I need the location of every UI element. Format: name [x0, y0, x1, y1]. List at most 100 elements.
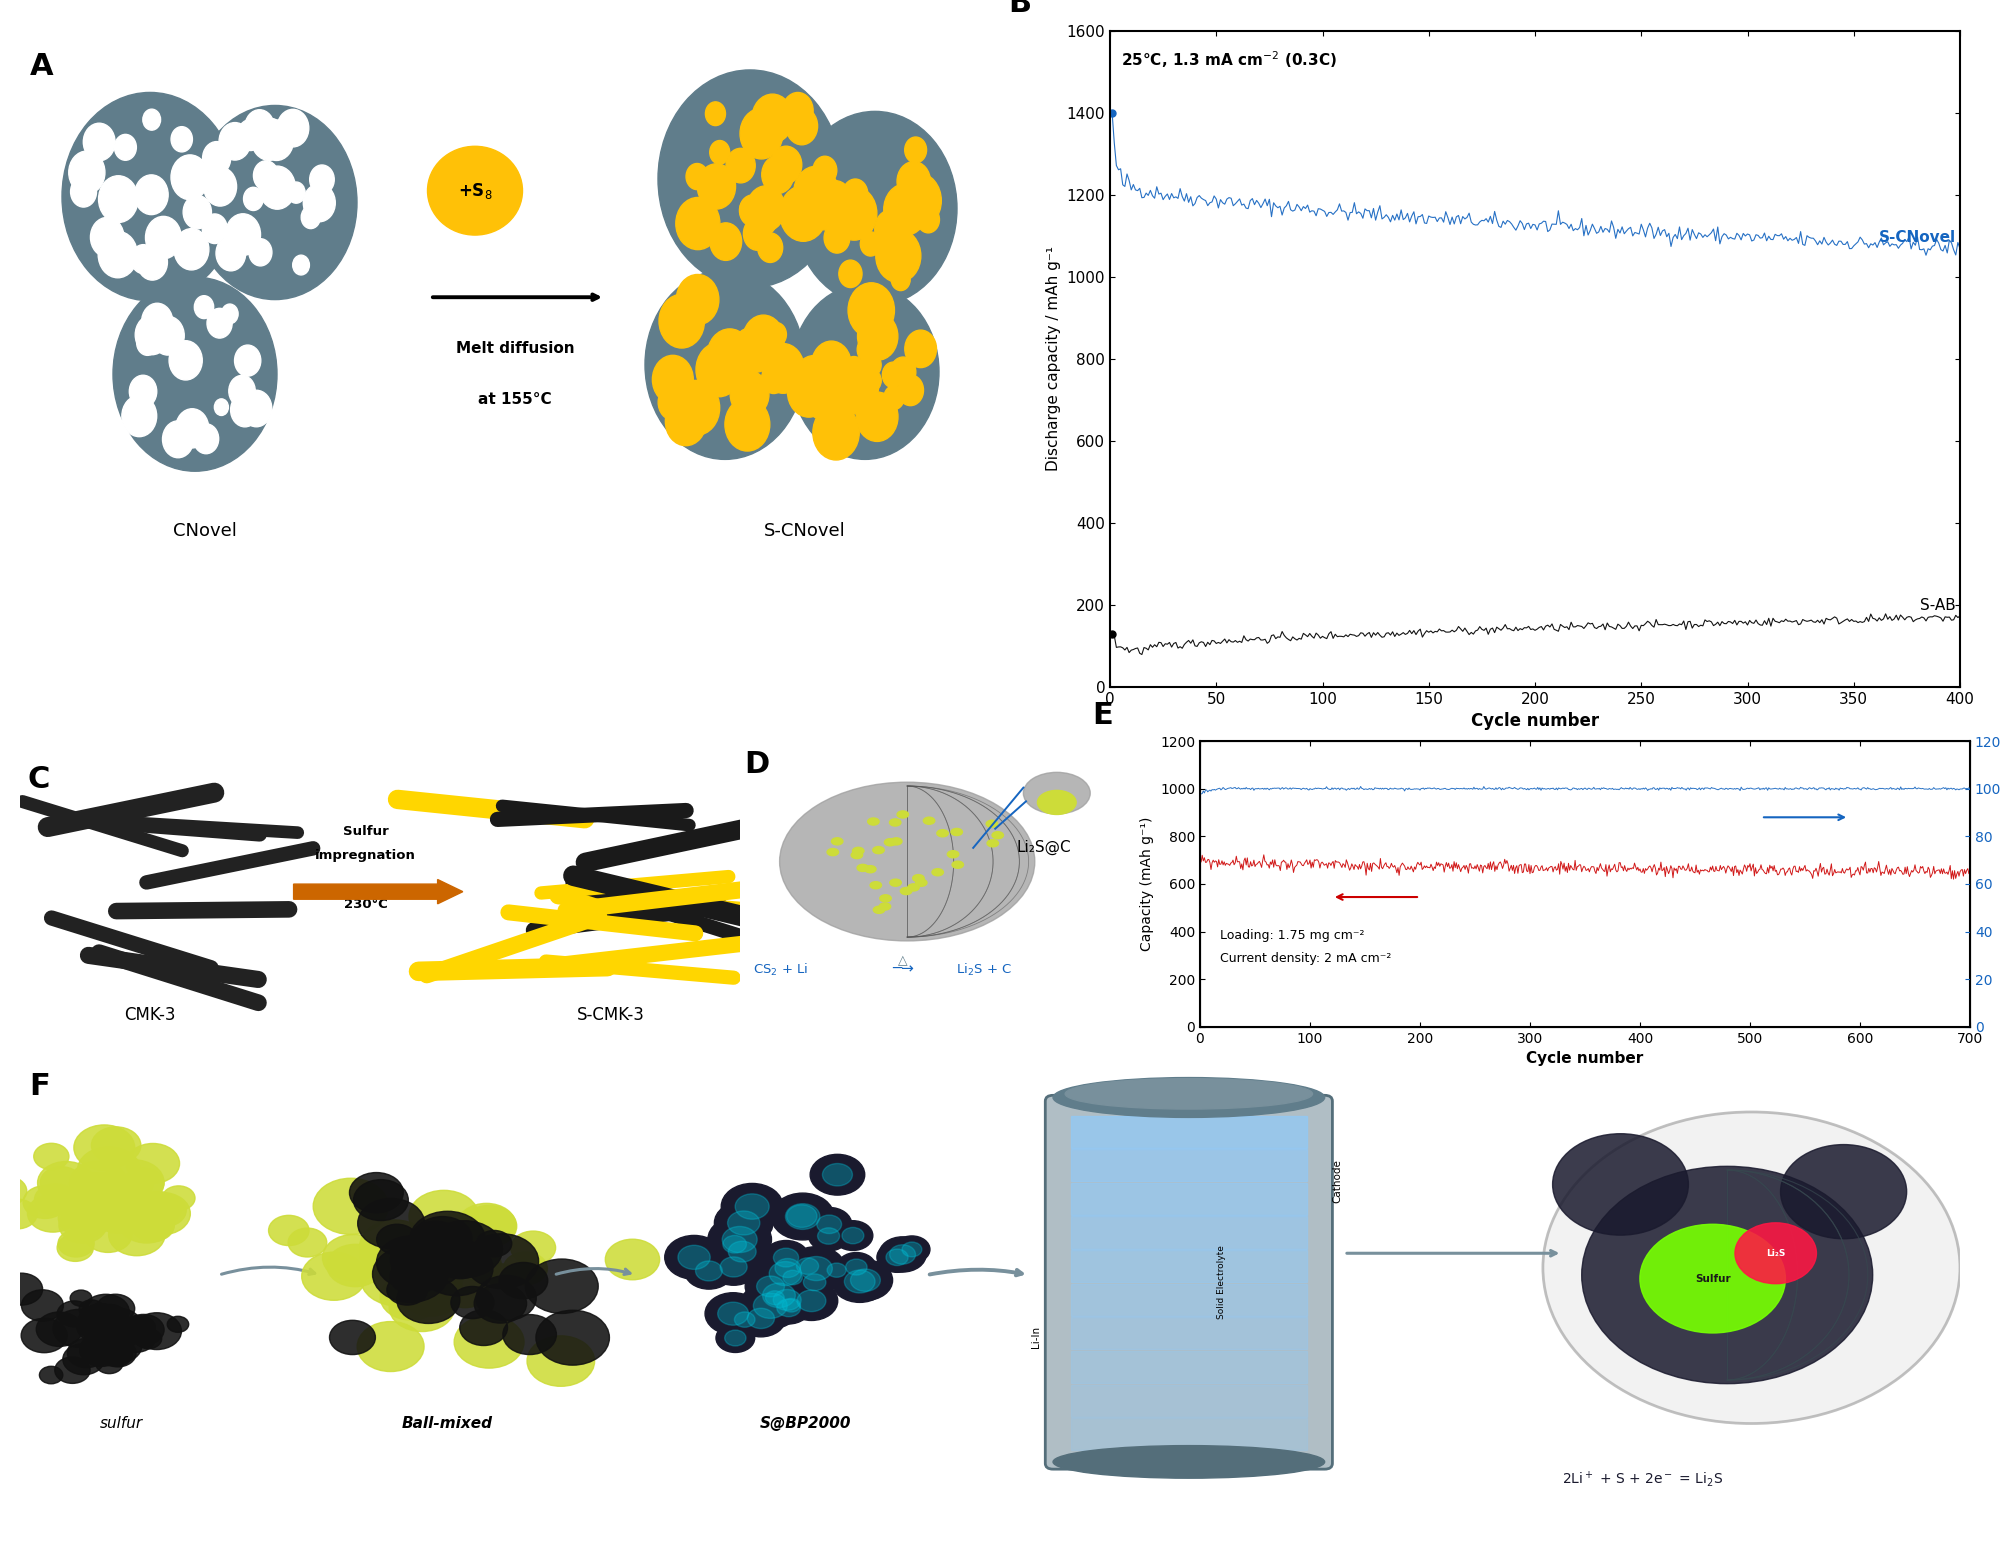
Text: sulfur: sulfur: [100, 1416, 144, 1431]
Circle shape: [722, 1226, 758, 1252]
Circle shape: [58, 1234, 94, 1261]
Bar: [1070, 1385, 1308, 1417]
Text: ─→: ─→: [892, 962, 914, 977]
Circle shape: [84, 124, 116, 161]
Circle shape: [774, 1248, 798, 1268]
Circle shape: [852, 848, 864, 854]
Circle shape: [322, 1235, 384, 1282]
Circle shape: [132, 1312, 182, 1349]
Circle shape: [462, 1206, 516, 1248]
Circle shape: [794, 1268, 836, 1297]
Circle shape: [774, 1195, 830, 1237]
Circle shape: [706, 1292, 762, 1334]
Circle shape: [722, 1235, 746, 1254]
Text: at 155°C: at 155°C: [478, 392, 552, 408]
Circle shape: [326, 1244, 384, 1286]
Circle shape: [168, 1317, 188, 1332]
Circle shape: [890, 818, 900, 826]
Circle shape: [832, 1261, 888, 1303]
Circle shape: [916, 879, 926, 886]
Circle shape: [714, 1201, 774, 1244]
Circle shape: [800, 1257, 832, 1280]
Circle shape: [230, 394, 260, 426]
Circle shape: [62, 1184, 118, 1226]
Circle shape: [254, 161, 278, 190]
Circle shape: [78, 1147, 140, 1194]
Circle shape: [234, 344, 260, 377]
Circle shape: [80, 1300, 104, 1319]
Circle shape: [952, 829, 962, 835]
Circle shape: [740, 195, 766, 227]
Circle shape: [170, 341, 202, 380]
Circle shape: [62, 93, 238, 301]
Circle shape: [122, 395, 156, 437]
Circle shape: [756, 1275, 784, 1297]
Text: impregnation: impregnation: [316, 849, 416, 862]
Circle shape: [288, 1227, 326, 1257]
Circle shape: [278, 110, 308, 147]
Circle shape: [34, 1184, 76, 1215]
Circle shape: [864, 866, 876, 872]
Circle shape: [440, 1214, 476, 1241]
Circle shape: [162, 422, 194, 457]
Text: S@BP2000: S@BP2000: [760, 1416, 852, 1431]
Circle shape: [740, 1283, 802, 1329]
Circle shape: [794, 111, 958, 306]
Circle shape: [898, 162, 930, 201]
Circle shape: [90, 218, 124, 256]
Circle shape: [142, 1194, 186, 1226]
Circle shape: [100, 1184, 158, 1227]
Circle shape: [734, 1312, 756, 1328]
Circle shape: [782, 1299, 800, 1312]
Circle shape: [248, 394, 270, 420]
Circle shape: [724, 398, 770, 451]
Circle shape: [76, 1312, 116, 1342]
Circle shape: [788, 1251, 828, 1282]
Circle shape: [828, 849, 838, 855]
Text: E: E: [1092, 701, 1112, 730]
Circle shape: [124, 1167, 164, 1198]
Circle shape: [412, 1217, 472, 1260]
Circle shape: [758, 1285, 792, 1311]
Bar: [1070, 1149, 1308, 1181]
Circle shape: [68, 1180, 110, 1212]
Circle shape: [852, 851, 862, 858]
Circle shape: [606, 1240, 660, 1280]
Circle shape: [58, 1207, 106, 1243]
Circle shape: [82, 1294, 130, 1329]
Circle shape: [386, 1275, 428, 1305]
Circle shape: [794, 167, 838, 219]
Circle shape: [812, 156, 836, 184]
Circle shape: [24, 1186, 68, 1218]
Circle shape: [486, 1263, 516, 1286]
Circle shape: [90, 1186, 144, 1227]
Circle shape: [666, 397, 706, 446]
Circle shape: [112, 276, 276, 471]
Circle shape: [184, 196, 212, 229]
Circle shape: [762, 1282, 812, 1319]
Circle shape: [410, 1229, 462, 1268]
Circle shape: [176, 409, 208, 448]
Text: Li$_2$S + C: Li$_2$S + C: [956, 962, 1012, 977]
Circle shape: [302, 205, 320, 229]
Text: Loading: 1.75 mg cm⁻²
Current density: 2 mA cm⁻²: Loading: 1.75 mg cm⁻² Current density: 2…: [1220, 929, 1392, 965]
Circle shape: [710, 222, 742, 261]
Circle shape: [918, 207, 940, 233]
Y-axis label: Discharge capacity / mAh g⁻¹: Discharge capacity / mAh g⁻¹: [1046, 247, 1060, 471]
Circle shape: [684, 1252, 734, 1289]
Circle shape: [746, 1268, 796, 1305]
Circle shape: [390, 1283, 454, 1331]
Circle shape: [360, 1251, 434, 1306]
Circle shape: [70, 1180, 134, 1227]
Circle shape: [54, 1309, 104, 1348]
Circle shape: [268, 1215, 310, 1246]
Circle shape: [786, 107, 818, 145]
Circle shape: [884, 386, 904, 409]
Circle shape: [828, 1263, 846, 1277]
Circle shape: [782, 1271, 802, 1285]
Circle shape: [442, 1272, 488, 1308]
Circle shape: [708, 329, 752, 383]
Circle shape: [902, 1241, 922, 1257]
Circle shape: [804, 1274, 826, 1291]
Circle shape: [786, 1282, 838, 1320]
